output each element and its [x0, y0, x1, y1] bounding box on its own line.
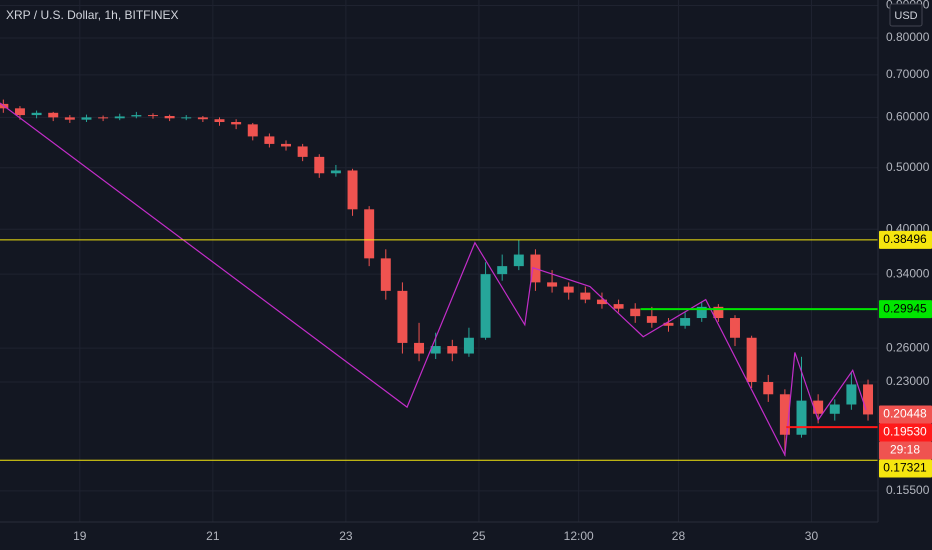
candle-body [164, 115, 175, 119]
candle-body [646, 316, 657, 323]
candle-body [663, 322, 674, 326]
candle-body [314, 156, 325, 174]
price-label: 0.17321 [883, 461, 927, 475]
candle-body [846, 384, 857, 405]
y-tick-label: 0.15500 [886, 483, 930, 497]
trend-drawing [0, 102, 867, 458]
axes: 0.155000.230000.260000.340000.400000.500… [73, 0, 932, 543]
x-tick-label: 21 [206, 529, 220, 543]
x-tick-label: 19 [73, 529, 87, 543]
candle-body [613, 304, 624, 309]
x-tick-label: 23 [339, 529, 353, 543]
candle-body [596, 299, 607, 305]
price-label: 0.19530 [883, 425, 927, 439]
currency[interactable]: USD [894, 10, 917, 22]
price-label-box [879, 405, 932, 424]
candle-body [64, 117, 75, 120]
chart-title: XRP / U.S. Dollar, 1h, BITFINEX [6, 8, 179, 22]
candle-body [297, 146, 308, 157]
candle-body [513, 254, 524, 267]
candle-body [680, 318, 691, 326]
candle-body [347, 170, 358, 210]
y-tick-label: 0.60000 [886, 110, 930, 124]
candle-body [247, 124, 258, 137]
candle-body [380, 258, 391, 291]
candle-body [779, 394, 790, 435]
candle-body [746, 337, 757, 383]
candle-body [463, 337, 474, 354]
x-tick-label: 28 [672, 529, 686, 543]
candle-body [713, 306, 724, 319]
y-tick-label: 0.23000 [886, 374, 930, 388]
candle-body [414, 342, 425, 354]
x-tick-label: 30 [805, 529, 819, 543]
price-label: 29:18 [890, 443, 920, 457]
candle-body [14, 108, 25, 116]
x-tick-label: 25 [472, 529, 486, 543]
candle-body [197, 117, 208, 120]
candle-body [497, 266, 508, 275]
y-tick-label: 0.34000 [886, 266, 930, 280]
candle-body [480, 274, 491, 338]
price-label-box [879, 441, 932, 460]
candle-body [264, 136, 275, 144]
candle-body [131, 115, 142, 117]
candle-body [829, 404, 840, 414]
candle-body [147, 115, 158, 117]
candle-body [813, 400, 824, 414]
y-tick-label: 0.26000 [886, 340, 930, 354]
candle-body [231, 122, 242, 125]
candle-body [98, 117, 109, 119]
candle-body [48, 112, 59, 118]
price-label-box [879, 459, 932, 478]
candle-body [214, 119, 225, 123]
candle-body [397, 290, 408, 343]
candle-body [547, 282, 558, 287]
price-label-box [879, 300, 932, 319]
currency-box[interactable] [889, 3, 923, 27]
price-label-box [879, 423, 932, 442]
price-label: 0.20448 [883, 407, 927, 421]
candle-body [364, 209, 375, 259]
candle-body [863, 384, 874, 415]
candle-body [81, 117, 92, 120]
candle-body [181, 117, 192, 119]
candle-body [730, 318, 740, 338]
y-tick-label: 0.70000 [886, 67, 930, 81]
y-tick-label: 0.80000 [886, 30, 930, 44]
price-label: 0.29945 [883, 301, 927, 315]
candle-body [330, 170, 341, 174]
candle-body [763, 382, 774, 395]
candle-body [563, 286, 574, 293]
candle-body [796, 400, 807, 435]
plot [0, 99, 878, 461]
candle-body [696, 306, 707, 319]
candle-body [580, 292, 591, 300]
price-label: 0.38496 [883, 232, 927, 246]
price-label-box [879, 230, 932, 249]
candle-body [281, 143, 292, 147]
candle-body [31, 112, 42, 116]
candle-body [447, 346, 458, 354]
candle-body [114, 116, 125, 119]
candle-body [630, 308, 641, 317]
y-tick-label: 0.50000 [886, 160, 930, 174]
candle-body [430, 346, 441, 354]
grid [0, 0, 878, 522]
x-tick-label: 12:00 [564, 529, 594, 543]
